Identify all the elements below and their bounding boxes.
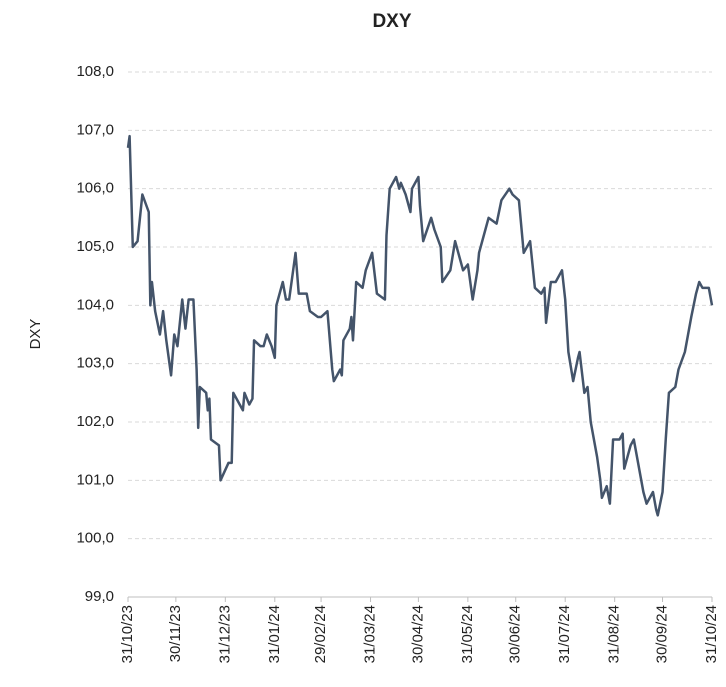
x-tick-label: 31/01/24 [266, 605, 283, 663]
y-tick-label: 101,0 [76, 471, 114, 488]
x-tick-label: 31/03/24 [362, 605, 379, 663]
x-tick-label: 31/10/24 [703, 605, 720, 663]
x-tick-label: 30/06/24 [507, 605, 524, 663]
x-tick-label: 30/09/24 [654, 605, 671, 663]
y-tick-label: 106,0 [76, 180, 114, 197]
x-tick-label: 31/07/24 [556, 605, 573, 663]
x-tick-label: 30/11/23 [167, 605, 184, 662]
y-tick-label: 107,0 [76, 121, 114, 138]
series-line [126, 134, 714, 517]
x-tick-label: 30/04/24 [409, 605, 426, 663]
x-tick-label: 29/02/24 [312, 605, 329, 663]
y-tick-label: 104,0 [76, 296, 114, 313]
x-tick-label: 31/05/24 [459, 605, 476, 663]
y-tick-label: 105,0 [76, 238, 114, 255]
y-tick-label: 103,0 [76, 355, 114, 372]
y-axis-label: DXY [27, 319, 44, 350]
y-tick-label: 108,0 [76, 63, 114, 80]
y-tick-label: 99,0 [85, 588, 114, 605]
x-tick-label: 31/08/24 [606, 605, 623, 663]
y-tick-label: 102,0 [76, 413, 114, 430]
x-tick-label: 31/12/23 [216, 605, 233, 663]
y-tick-label: 100,0 [76, 530, 114, 547]
x-tick-label: 31/10/23 [119, 605, 136, 663]
chart-title: DXY [372, 11, 411, 32]
